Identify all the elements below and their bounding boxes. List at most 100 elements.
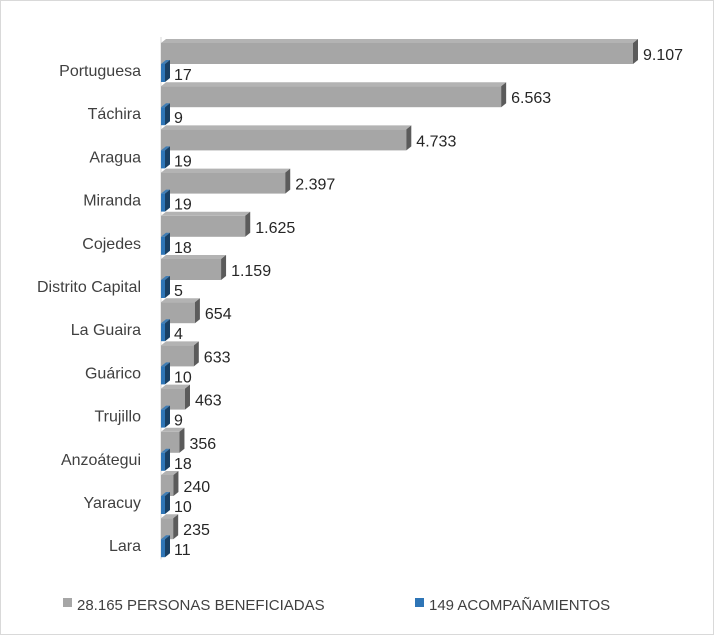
- bar-acompanamientos-guarico-top: [161, 362, 170, 367]
- bar-personas-la-guaira-top: [161, 298, 200, 303]
- bar-personas-guarico-front: [161, 345, 194, 367]
- bar-acompanamientos-guarico: [161, 362, 170, 385]
- bar-personas-distrito-capital-front: [161, 259, 222, 280]
- data-label-personas-tachira: 6.563: [511, 90, 551, 107]
- bar-acompanamientos-miranda-side: [165, 189, 170, 212]
- bar-acompanamientos-tachira-side: [165, 103, 170, 126]
- bar-acompanamientos-miranda-top: [161, 189, 170, 194]
- bar-personas-miranda-front: [161, 172, 286, 194]
- bar-personas-miranda: [161, 168, 291, 194]
- bar-acompanamientos-aragua-top: [161, 146, 170, 151]
- data-label-acompanamientos-aragua: 19: [174, 153, 192, 170]
- bar-acompanamientos-trujillo-side: [165, 405, 170, 428]
- category-label-la-guaira: La Guaira: [71, 322, 141, 339]
- bar-personas-anzoategui-side: [179, 427, 185, 453]
- bar-acompanamientos-yaracuy: [161, 492, 170, 514]
- bar-personas-anzoategui-front: [161, 431, 180, 453]
- data-label-acompanamientos-portuguesa: 17: [174, 67, 192, 84]
- bar-acompanamientos-trujillo-top: [161, 405, 170, 410]
- bar-personas-trujillo: [161, 384, 190, 410]
- bar-personas-trujillo-front: [161, 388, 185, 410]
- bar-acompanamientos-cojedes: [161, 232, 170, 255]
- bar-acompanamientos-portuguesa: [161, 60, 170, 82]
- bar-personas-aragua-top: [161, 125, 412, 130]
- bar-acompanamientos-guarico-front: [161, 366, 165, 385]
- bar-personas-tachira-side: [501, 82, 507, 108]
- bar-acompanamientos-miranda-front: [161, 193, 165, 212]
- category-label-portuguesa: Portuguesa: [59, 63, 141, 80]
- data-label-acompanamientos-trujillo: 9: [174, 413, 183, 430]
- bar-personas-yaracuy-side: [173, 471, 179, 496]
- bar-personas-la-guaira-front: [161, 302, 195, 324]
- data-label-acompanamientos-anzoategui: 18: [174, 456, 192, 473]
- data-label-personas-portuguesa: 9.107: [643, 47, 683, 64]
- bar-personas-trujillo-side: [184, 384, 190, 410]
- bar-acompanamientos-distrito-capital-top: [161, 276, 170, 280]
- bar-personas-cojedes-front: [161, 215, 246, 237]
- bar-acompanamientos-distrito-capital: [161, 276, 170, 298]
- bar-personas-portuguesa: [161, 39, 638, 64]
- bar-acompanamientos-tachira-front: [161, 107, 165, 126]
- data-label-personas-anzoategui: 356: [189, 436, 216, 453]
- data-label-personas-lara: 235: [183, 522, 210, 539]
- bar-acompanamientos-portuguesa-top: [161, 60, 170, 64]
- bar-personas-portuguesa-top: [161, 39, 638, 43]
- category-label-tachira: Táchira: [88, 106, 141, 123]
- bar-acompanamientos-anzoategui-top: [161, 448, 170, 453]
- bar-acompanamientos-yaracuy-side: [165, 492, 170, 514]
- category-label-anzoategui: Anzoátegui: [61, 452, 141, 469]
- bar-acompanamientos-la-guaira-front: [161, 323, 165, 342]
- bar-personas-distrito-capital: [161, 255, 227, 280]
- bar-acompanamientos-lara-top: [161, 535, 170, 540]
- category-label-yaracuy: Yaracuy: [83, 495, 141, 512]
- category-label-miranda: Miranda: [83, 193, 141, 210]
- bar-personas-lara-front: [161, 518, 174, 540]
- data-label-acompanamientos-guarico: 10: [174, 369, 192, 386]
- bar-personas-la-guaira-side: [194, 298, 200, 324]
- category-label-lara: Lara: [109, 538, 141, 555]
- bar-personas-miranda-top: [161, 168, 291, 173]
- bar-acompanamientos-trujillo-front: [161, 409, 165, 428]
- bar-acompanamientos-aragua: [161, 146, 170, 169]
- bars: [161, 39, 638, 558]
- category-label-aragua: Aragua: [89, 149, 141, 166]
- bar-acompanamientos-anzoategui-side: [165, 448, 170, 471]
- data-label-personas-guarico: 633: [204, 349, 231, 366]
- bar-personas-anzoategui-top: [161, 427, 185, 432]
- bar-acompanamientos-portuguesa-side: [165, 60, 170, 82]
- legend: 28.165 PERSONAS BENEFICIADAS 149 ACOMPAÑ…: [63, 597, 610, 614]
- bar-acompanamientos-la-guaira-side: [165, 319, 170, 342]
- bar-personas-cojedes-side: [245, 211, 251, 237]
- bar-personas-portuguesa-front: [161, 43, 633, 64]
- bar-acompanamientos-miranda: [161, 189, 170, 212]
- bar-personas-yaracuy-top: [161, 471, 179, 475]
- bar-acompanamientos-cojedes-side: [165, 232, 170, 255]
- bar-personas-lara-side: [173, 514, 179, 540]
- bar-acompanamientos-la-guaira-top: [161, 319, 170, 324]
- data-label-personas-yaracuy: 240: [183, 479, 210, 496]
- bar-acompanamientos-tachira: [161, 103, 170, 126]
- bar-acompanamientos-yaracuy-top: [161, 492, 170, 496]
- bar-personas-lara: [161, 514, 179, 540]
- bar-personas-aragua-side: [406, 125, 412, 151]
- legend-label-acompanamientos: 149 ACOMPAÑAMIENTOS: [429, 597, 610, 614]
- bar-acompanamientos-anzoategui: [161, 448, 170, 471]
- category-label-distrito-capital: Distrito Capital: [37, 279, 141, 296]
- bar-personas-tachira-top: [161, 82, 507, 87]
- data-label-personas-distrito-capital: 1.159: [231, 263, 271, 280]
- data-label-personas-la-guaira: 654: [205, 306, 232, 323]
- bar-personas-tachira-front: [161, 86, 502, 108]
- bar-acompanamientos-lara-side: [165, 535, 170, 558]
- legend-swatch-acompanamientos: [415, 598, 424, 607]
- bar-personas-miranda-side: [285, 168, 291, 194]
- bar-acompanamientos-la-guaira: [161, 319, 170, 342]
- bar-personas-guarico-top: [161, 341, 199, 346]
- bar-acompanamientos-trujillo: [161, 405, 170, 428]
- data-label-personas-aragua: 4.733: [416, 133, 456, 150]
- data-label-acompanamientos-tachira: 9: [174, 110, 183, 127]
- bar-personas-yaracuy-front: [161, 475, 174, 496]
- bar-personas-aragua-front: [161, 129, 407, 151]
- bar-personas-cojedes: [161, 211, 251, 237]
- bar-acompanamientos-cojedes-top: [161, 232, 170, 237]
